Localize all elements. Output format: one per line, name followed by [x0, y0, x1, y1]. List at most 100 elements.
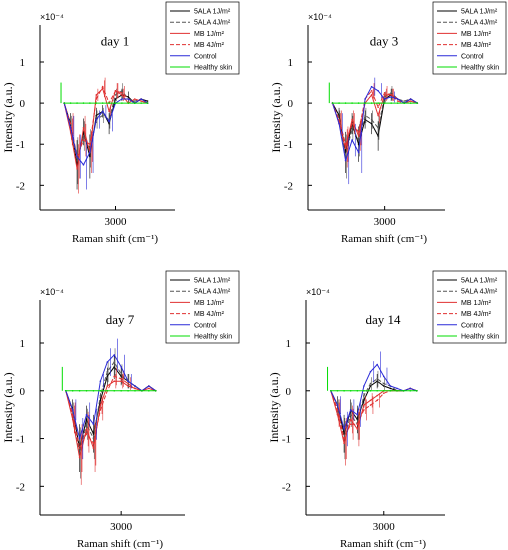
data-point [76, 155, 78, 158]
data-point [146, 100, 149, 102]
data-point [396, 100, 399, 102]
data-point [357, 131, 360, 133]
legend-label: Control [461, 322, 484, 329]
data-point [383, 92, 386, 94]
data-point [336, 389, 339, 392]
data-point [146, 102, 149, 104]
data-point [357, 143, 360, 146]
series-line [330, 387, 417, 444]
data-point [101, 85, 104, 88]
data-point [133, 98, 136, 100]
data-point [349, 389, 352, 392]
panel-title: day 7 [106, 312, 135, 327]
data-point [338, 118, 340, 121]
data-point [370, 94, 373, 96]
data-point [99, 409, 102, 411]
data-point [356, 389, 359, 392]
data-point [78, 437, 81, 440]
y-tick-label: -1 [16, 139, 25, 151]
data-point [363, 404, 365, 406]
data-point [121, 102, 123, 104]
data-point [356, 413, 359, 416]
legend-label: 5ALA 4J/m² [194, 289, 231, 296]
data-point [390, 96, 392, 98]
data-point [338, 114, 340, 117]
data-point [377, 102, 379, 104]
panel-title: day 1 [101, 34, 130, 49]
data-point [369, 385, 372, 387]
data-point [357, 151, 360, 154]
legend-label: 5ALA 1J/m² [194, 278, 231, 285]
y-tick-label: 0 [20, 386, 26, 398]
data-point [356, 423, 359, 426]
data-point [363, 389, 365, 392]
y-tick-label: -1 [284, 139, 293, 151]
x-tick-label: 3000 [374, 216, 397, 228]
data-point [120, 366, 122, 368]
data-point [99, 404, 102, 406]
data-point [106, 370, 109, 373]
data-point [106, 389, 109, 392]
data-point [114, 102, 117, 104]
data-point [331, 102, 334, 104]
data-point [114, 94, 117, 96]
data-point [389, 385, 392, 387]
data-point [82, 135, 85, 137]
data-point [382, 392, 385, 394]
data-point [141, 389, 143, 392]
data-point [120, 380, 122, 383]
data-point [409, 389, 412, 392]
legend-label: 5ALA 4J/m² [461, 289, 498, 296]
x-tick-label: 3000 [110, 521, 133, 533]
data-point [89, 151, 91, 154]
data-point [108, 102, 110, 104]
data-point [106, 375, 109, 378]
data-point [383, 98, 386, 100]
data-point [376, 378, 378, 380]
chart-panel-3: ×10⁻⁴ 1 0 -1 -2 3000 Intensity (a.u.) Raman shi… [1, 270, 240, 550]
data-point [336, 404, 339, 406]
data-point [396, 98, 399, 100]
data-point [101, 110, 104, 113]
data-point [377, 114, 379, 117]
data-point [113, 375, 116, 378]
chart-panel-4: ×10⁻⁴ 1 0 -1 -2 3000 Intensity (a.u.) Raman shi… [267, 270, 507, 550]
data-point [148, 387, 150, 390]
legend-label: Control [194, 322, 217, 329]
data-point [409, 98, 412, 100]
data-point [108, 110, 110, 113]
x-axis-label: Raman shift (cm⁻¹) [72, 233, 158, 245]
data-point [396, 389, 398, 392]
data-point [140, 102, 142, 104]
data-point [85, 418, 88, 421]
data-point [113, 354, 116, 356]
data-point [403, 100, 405, 102]
data-point [349, 423, 352, 426]
data-point [108, 122, 110, 125]
data-point [369, 370, 372, 373]
legend-label: Healthy skin [194, 334, 232, 341]
data-point [133, 100, 136, 102]
data-point [330, 389, 332, 392]
data-point [390, 94, 392, 96]
exponent-label: ×10⁻⁴ [306, 287, 330, 297]
data-point [356, 428, 359, 430]
data-point [121, 94, 123, 96]
data-point [389, 387, 392, 390]
data-point [76, 168, 78, 170]
legend-label: Control [461, 53, 484, 60]
data-point [357, 135, 360, 137]
data-point [344, 159, 347, 162]
data-point [376, 389, 378, 392]
data-point [376, 363, 378, 366]
data-point [369, 382, 372, 385]
data-point [402, 389, 405, 392]
data-point [114, 98, 117, 100]
y-axis-label: Intensity (a.u.) [267, 372, 281, 442]
data-point [343, 442, 345, 445]
data-point [64, 389, 67, 392]
data-point [99, 380, 102, 383]
data-point [364, 102, 366, 104]
legend-label: 5ALA 1J/m² [194, 9, 231, 16]
data-point [364, 98, 366, 100]
